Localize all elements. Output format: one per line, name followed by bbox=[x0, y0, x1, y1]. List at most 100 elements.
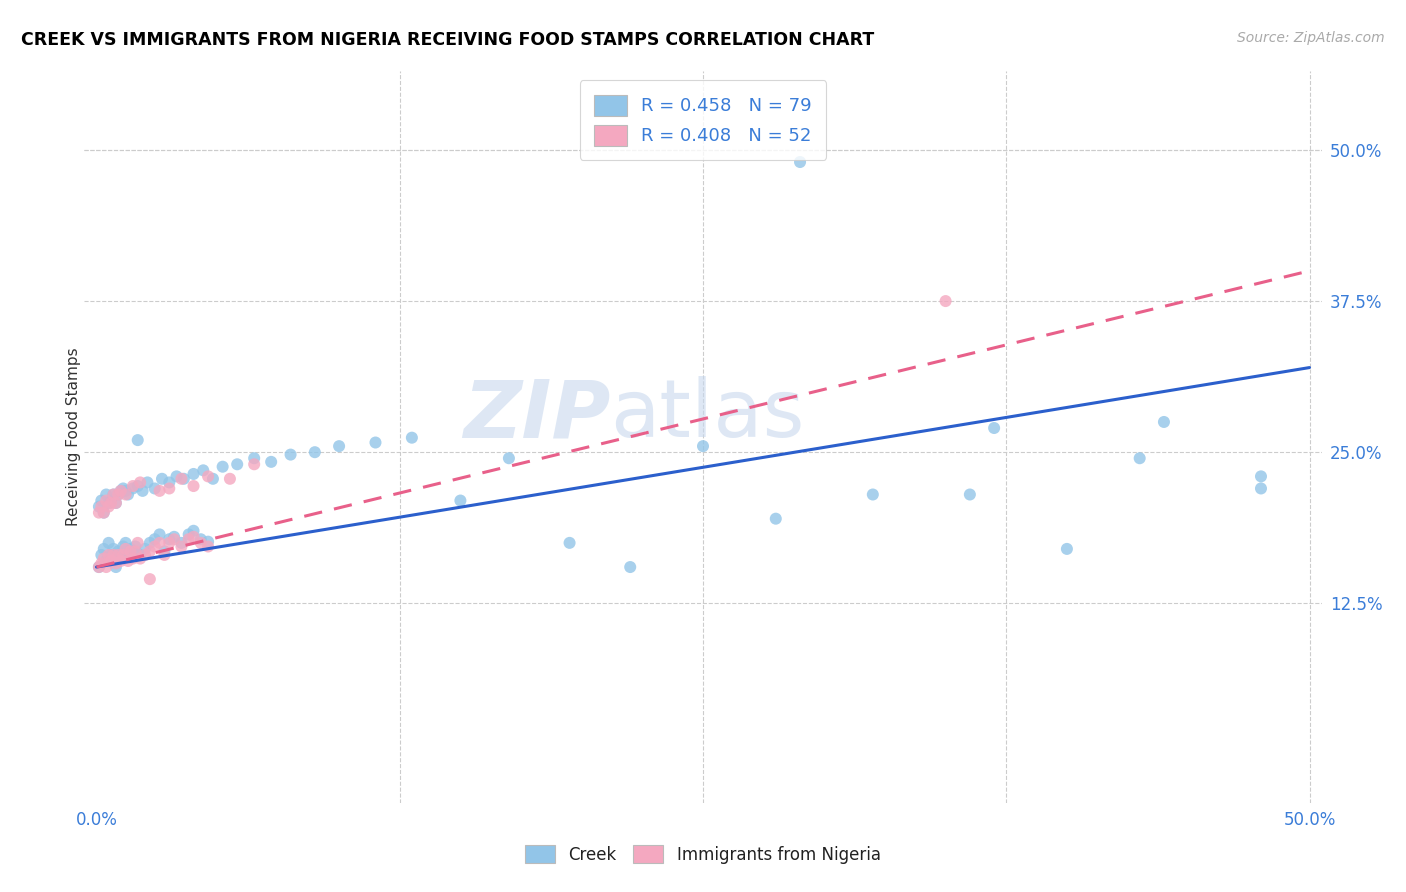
Point bbox=[104, 496, 127, 510]
Point bbox=[110, 551, 132, 566]
Point bbox=[143, 482, 166, 496]
Point bbox=[127, 479, 149, 493]
Point bbox=[304, 445, 326, 459]
Point bbox=[163, 533, 186, 547]
Point bbox=[96, 560, 118, 574]
Point bbox=[110, 554, 132, 568]
Point bbox=[104, 496, 127, 510]
Point bbox=[124, 544, 146, 558]
Point bbox=[107, 548, 129, 562]
Point bbox=[190, 533, 212, 547]
Y-axis label: Receiving Food Stamps: Receiving Food Stamps bbox=[66, 348, 80, 526]
Point bbox=[97, 548, 120, 562]
Point bbox=[1250, 469, 1272, 483]
Point bbox=[114, 487, 136, 501]
Point bbox=[127, 433, 149, 447]
Point bbox=[153, 548, 176, 562]
Point bbox=[157, 536, 180, 550]
Point bbox=[983, 421, 1005, 435]
Point bbox=[96, 487, 118, 501]
Point bbox=[148, 483, 170, 498]
Point bbox=[935, 294, 957, 309]
Point bbox=[219, 472, 242, 486]
Point bbox=[122, 479, 145, 493]
Point bbox=[157, 475, 180, 490]
Legend: R = 0.458   N = 79, R = 0.408   N = 52: R = 0.458 N = 79, R = 0.408 N = 52 bbox=[579, 80, 827, 160]
Point bbox=[127, 536, 149, 550]
Point bbox=[789, 155, 811, 169]
Point bbox=[226, 457, 249, 471]
Point bbox=[117, 487, 139, 501]
Point bbox=[112, 540, 135, 554]
Point bbox=[104, 557, 127, 571]
Point bbox=[97, 500, 120, 514]
Point bbox=[97, 536, 120, 550]
Point bbox=[619, 560, 641, 574]
Point bbox=[150, 472, 173, 486]
Point bbox=[129, 475, 152, 490]
Point bbox=[131, 483, 153, 498]
Point bbox=[243, 451, 266, 466]
Point bbox=[183, 467, 205, 481]
Text: ZIP: ZIP bbox=[463, 376, 610, 454]
Point bbox=[163, 530, 186, 544]
Point bbox=[364, 435, 387, 450]
Text: Source: ZipAtlas.com: Source: ZipAtlas.com bbox=[1237, 31, 1385, 45]
Point bbox=[498, 451, 520, 466]
Point bbox=[96, 493, 118, 508]
Point bbox=[117, 548, 139, 562]
Point bbox=[449, 493, 471, 508]
Point bbox=[114, 541, 136, 556]
Point bbox=[170, 472, 193, 486]
Point bbox=[139, 572, 162, 586]
Point bbox=[90, 493, 112, 508]
Point bbox=[183, 524, 205, 538]
Point bbox=[87, 506, 110, 520]
Point bbox=[112, 482, 135, 496]
Point bbox=[170, 540, 193, 554]
Point bbox=[153, 544, 176, 558]
Point bbox=[103, 541, 125, 556]
Point bbox=[136, 475, 159, 490]
Point bbox=[197, 469, 219, 483]
Point bbox=[103, 487, 125, 501]
Point bbox=[104, 560, 127, 574]
Point bbox=[173, 472, 195, 486]
Point bbox=[97, 496, 120, 510]
Point bbox=[139, 544, 162, 558]
Text: atlas: atlas bbox=[610, 376, 804, 454]
Point bbox=[197, 534, 219, 549]
Point bbox=[177, 533, 200, 547]
Point bbox=[122, 551, 145, 566]
Point bbox=[124, 540, 146, 554]
Point bbox=[110, 483, 132, 498]
Point bbox=[100, 493, 122, 508]
Point bbox=[1250, 482, 1272, 496]
Point bbox=[328, 439, 350, 453]
Point bbox=[190, 536, 212, 550]
Point bbox=[100, 496, 122, 510]
Legend: Creek, Immigrants from Nigeria: Creek, Immigrants from Nigeria bbox=[519, 838, 887, 871]
Point bbox=[243, 457, 266, 471]
Point bbox=[166, 469, 188, 483]
Point bbox=[765, 511, 787, 525]
Point bbox=[134, 541, 156, 556]
Point bbox=[197, 540, 219, 554]
Point bbox=[134, 548, 156, 562]
Point bbox=[90, 548, 112, 562]
Point bbox=[107, 487, 129, 501]
Point bbox=[183, 479, 205, 493]
Point bbox=[558, 536, 581, 550]
Point bbox=[122, 482, 145, 496]
Point bbox=[93, 551, 115, 566]
Point bbox=[100, 554, 122, 568]
Point bbox=[1129, 451, 1152, 466]
Point bbox=[959, 487, 981, 501]
Point bbox=[107, 487, 129, 501]
Point bbox=[90, 557, 112, 571]
Point bbox=[87, 560, 110, 574]
Point bbox=[96, 554, 118, 568]
Point bbox=[93, 541, 115, 556]
Point bbox=[93, 506, 115, 520]
Point bbox=[87, 560, 110, 574]
